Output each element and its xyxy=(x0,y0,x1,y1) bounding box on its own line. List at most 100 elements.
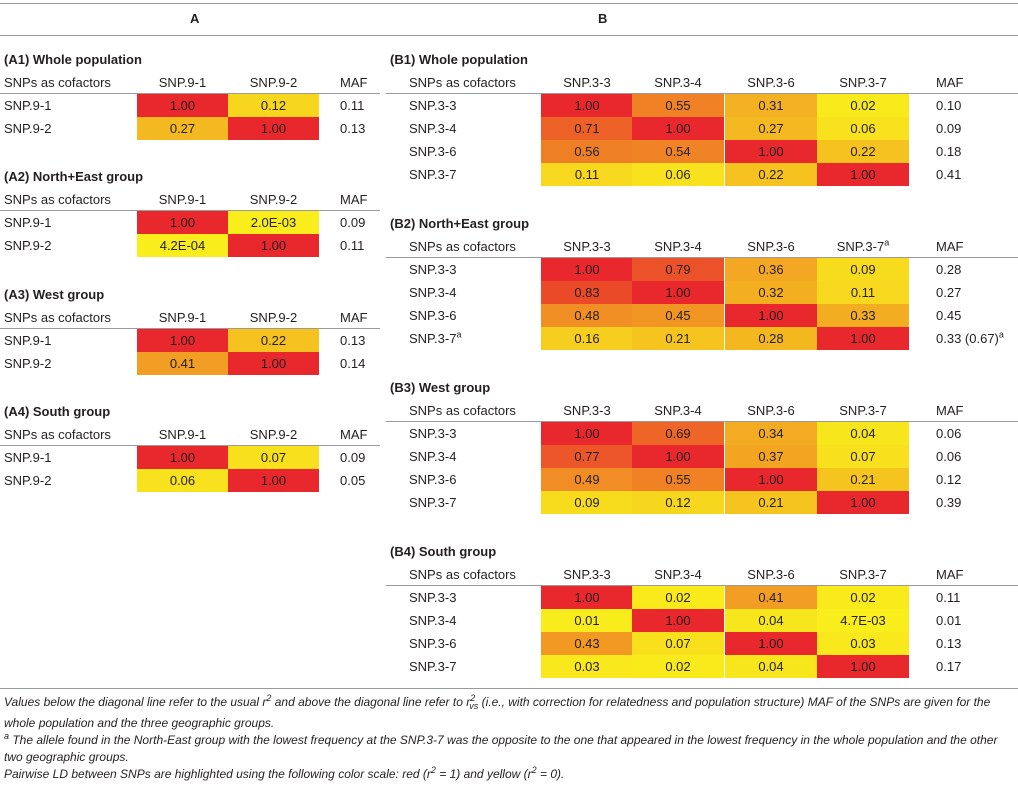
table-title: (A1) Whole population xyxy=(4,52,142,67)
ld-value-cell: 0.34 xyxy=(725,422,817,445)
row-label: SNP.9-1 xyxy=(4,98,52,113)
column-header: SNP.9-2 xyxy=(249,310,298,325)
ld-value-cell: 0.32 xyxy=(725,281,817,304)
maf-value: 0.33 (0.67)a xyxy=(936,329,1004,346)
ld-value-cell: 0.12 xyxy=(632,491,724,514)
table-header-row: SNPs as cofactors SNP.9-1 SNP.9-2 MAF xyxy=(0,306,380,329)
row-label: SNP.3-7a xyxy=(409,329,462,346)
maf-value: 0.06 xyxy=(936,449,962,464)
table-row: SNP.3-4 0.77 1.00 0.37 0.07 0.06 xyxy=(386,445,1018,468)
ld-value-cell: 1.00 xyxy=(632,281,724,304)
ld-value-cell: 1.00 xyxy=(137,94,228,117)
maf-value: 0.18 xyxy=(936,144,962,159)
ld-value-cell: 0.09 xyxy=(541,491,633,514)
maf-value: 0.41 xyxy=(936,167,962,182)
row-label: SNP.9-2 xyxy=(4,238,52,253)
table-a3: (A3) West group SNPs as cofactors SNP.9-1 S… xyxy=(0,284,380,375)
column-header-a: A xyxy=(190,11,200,26)
ld-value-cell: 1.00 xyxy=(541,422,633,445)
ld-value-cell: 0.41 xyxy=(137,352,228,375)
maf-value: 0.09 xyxy=(340,450,366,465)
table-a2: (A2) North+East group SNPs as cofactors SN… xyxy=(0,166,380,257)
row-label: SNP.3-6 xyxy=(409,636,457,651)
row-label: SNP.3-3 xyxy=(409,426,457,441)
header-separator xyxy=(0,210,380,211)
table-header-row: SNPs as cofactors SNP.9-1 SNP.9-2 MAF xyxy=(0,71,380,94)
maf-value: 0.09 xyxy=(340,215,366,230)
column-header-b: B xyxy=(598,11,608,26)
ld-value-cell: 1.00 xyxy=(228,352,319,375)
column-header: SNP.9-1 xyxy=(158,192,207,207)
row-label: SNP.3-4 xyxy=(409,121,457,136)
row-header-label: SNPs as cofactors xyxy=(4,75,111,90)
ld-value-cell: 0.06 xyxy=(632,163,724,186)
row-header-label: SNPs as cofactors xyxy=(4,310,111,325)
maf-value: 0.17 xyxy=(936,659,962,674)
ld-value-cell: 0.02 xyxy=(817,586,909,609)
ld-value-cell: 0.11 xyxy=(541,163,633,186)
header-separator xyxy=(0,328,380,329)
ld-value-cell: 0.21 xyxy=(725,491,817,514)
table-title: (B3) West group xyxy=(390,380,491,395)
maf-header: MAF xyxy=(936,403,964,418)
table-header-row: SNPs as cofactors SNP.9-1 SNP.9-2 MAF xyxy=(0,423,380,446)
column-header: SNP.3-6 xyxy=(747,567,795,582)
ld-value-cell: 0.83 xyxy=(541,281,633,304)
row-label: SNP.3-4 xyxy=(409,613,457,628)
column-header: SNP.3-6 xyxy=(747,403,795,418)
ld-value-cell: 0.03 xyxy=(541,655,633,678)
table-title: (B2) North+East group xyxy=(390,216,530,231)
maf-header: MAF xyxy=(340,75,368,90)
ld-value-cell: 0.56 xyxy=(541,140,633,163)
ld-value-cell: 4.2E-04 xyxy=(137,234,228,257)
ld-value-cell: 0.27 xyxy=(725,117,817,140)
top-rule xyxy=(0,3,1018,4)
table-header-row: SNPs as cofactors SNP.3-3 SNP.3-4 SNP.3-6 SN… xyxy=(386,235,1018,258)
ld-value-cell: 0.16 xyxy=(541,327,633,350)
row-label: SNP.3-7 xyxy=(409,167,457,182)
maf-value: 0.27 xyxy=(936,285,962,300)
ld-value-cell: 0.22 xyxy=(725,163,817,186)
table-title: (A2) North+East group xyxy=(4,169,144,184)
table-row: SNP.9-2 0.06 1.00 0.05 xyxy=(0,469,380,492)
ld-value-cell: 0.28 xyxy=(725,327,817,350)
column-header: SNP.9-2 xyxy=(249,75,298,90)
table-row: SNP.3-6 0.43 0.07 1.00 0.03 0.13 xyxy=(386,632,1018,655)
header-separator xyxy=(386,93,1018,94)
ld-value-cell: 2.0E-03 xyxy=(228,211,319,234)
column-header: SNP.9-2 xyxy=(249,192,298,207)
ld-value-cell: 0.41 xyxy=(725,586,817,609)
ld-value-cell: 0.04 xyxy=(817,422,909,445)
maf-value: 0.39 xyxy=(936,495,962,510)
table-row: SNP.3-4 0.71 1.00 0.27 0.06 0.09 xyxy=(386,117,1018,140)
row-header-label: SNPs as cofactors xyxy=(4,192,111,207)
header-rule xyxy=(0,35,1018,36)
table-b4: (B4) South group SNPs as cofactors SNP.3-3… xyxy=(386,541,1018,678)
maf-header: MAF xyxy=(340,310,368,325)
ld-value-cell: 0.71 xyxy=(541,117,633,140)
maf-value: 0.13 xyxy=(340,333,366,348)
ld-value-cell: 0.48 xyxy=(541,304,633,327)
row-label: SNP.9-2 xyxy=(4,473,52,488)
ld-value-cell: 0.04 xyxy=(725,609,817,632)
ld-value-cell: 1.00 xyxy=(137,329,228,352)
row-label: SNP.3-3 xyxy=(409,98,457,113)
column-header: SNP.3-3 xyxy=(563,239,611,254)
column-header: SNP.3-3 xyxy=(563,567,611,582)
footer-rule xyxy=(0,688,1018,689)
row-label: SNP.3-7 xyxy=(409,659,457,674)
header-separator xyxy=(0,445,380,446)
table-title: (B1) Whole population xyxy=(390,52,528,67)
ld-value-cell: 0.06 xyxy=(817,117,909,140)
header-separator xyxy=(0,93,380,94)
table-title: (B4) South group xyxy=(390,544,497,559)
table-b1: (B1) Whole population SNPs as cofactors SN… xyxy=(386,49,1018,186)
maf-value: 0.13 xyxy=(340,121,366,136)
column-header: SNP.3-7 xyxy=(839,403,887,418)
table-row: SNP.3-6 0.49 0.55 1.00 0.21 0.12 xyxy=(386,468,1018,491)
ld-value-cell: 0.49 xyxy=(541,468,633,491)
maf-value: 0.45 xyxy=(936,308,962,323)
table-row: SNP.3-3 1.00 0.79 0.36 0.09 0.28 xyxy=(386,258,1018,281)
table-header-row: SNPs as cofactors SNP.9-1 SNP.9-2 MAF xyxy=(0,188,380,211)
column-header: SNP.3-7a xyxy=(836,237,890,254)
